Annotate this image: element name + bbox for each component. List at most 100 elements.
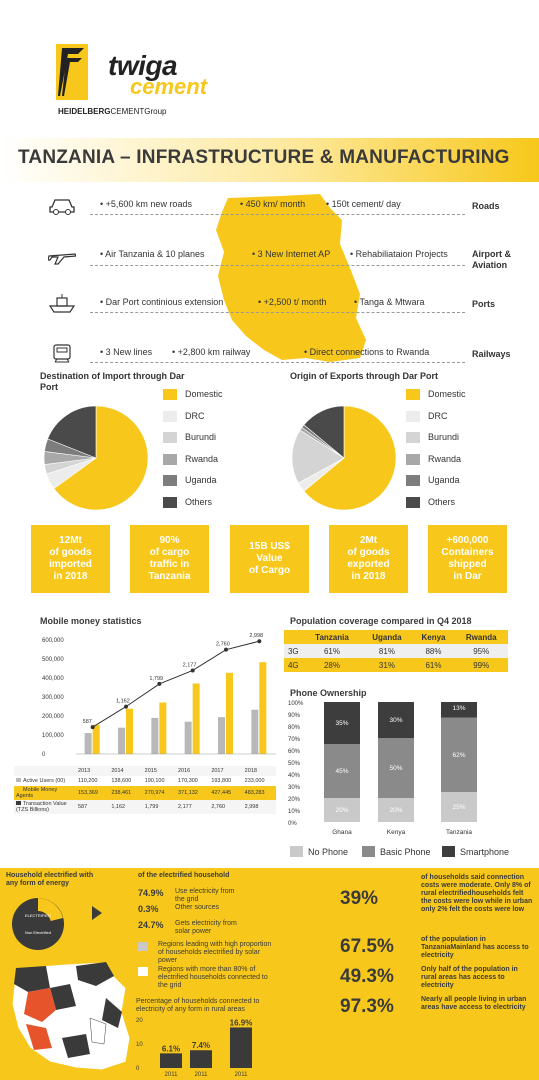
ship-icon — [48, 293, 76, 313]
po-y-tick: 50% — [288, 761, 301, 767]
infra-item: • Tanga & Mtwara — [354, 297, 425, 307]
legend-label: DRC — [185, 410, 205, 421]
mm-bar-agents — [259, 662, 267, 754]
mm-y-tick: 200,000 — [42, 714, 64, 720]
infra-divider — [90, 362, 465, 363]
infra-item: • Rehabiliataion Projects — [350, 249, 448, 259]
mm-year: 2013 — [78, 768, 91, 774]
pc-col-header: Uganda — [361, 630, 413, 644]
mm-y-tick: 0 — [42, 752, 46, 758]
legend-label: Rwanda — [185, 453, 219, 464]
legend-grid-swatch — [138, 967, 148, 976]
mm-y-tick: 500,000 — [42, 657, 64, 663]
mm-cell: 2,998 — [244, 804, 259, 810]
legend-swatch — [163, 475, 177, 486]
pc-cell: 3G — [287, 646, 299, 656]
legend-swatch — [163, 453, 177, 465]
rural-y-tick: 0 — [136, 1066, 140, 1072]
fact-text: Only half of the population in rural are… — [421, 966, 518, 989]
mm-year: 2017 — [211, 768, 224, 774]
pie-slice-others — [47, 405, 97, 459]
household-electrified-title: Household electrified with any form of e… — [6, 872, 94, 887]
fact-pct: 49.3% — [340, 966, 394, 987]
electrified-text: Gets electricity from solar power — [175, 920, 237, 935]
po-y-tick: 20% — [288, 797, 301, 803]
mm-year: 2014 — [111, 768, 124, 774]
legend-solar-text: Regions leading with high proportion of … — [158, 941, 272, 964]
mm-y-tick: 400,000 — [42, 676, 64, 682]
legend-label: Rwanda — [428, 453, 462, 464]
legend-swatch — [406, 432, 420, 443]
logo-text-twiga: twiga — [108, 50, 178, 81]
infra-item: • Dar Port continious extension — [100, 297, 224, 307]
pc-cell: 61% — [425, 660, 442, 670]
legend-swatch — [406, 389, 420, 400]
po-y-tick: 80% — [288, 725, 301, 731]
po-bar-segment — [324, 702, 360, 744]
population-coverage-title: Population coverage compared in Q4 2018 — [290, 616, 472, 626]
title-band — [0, 138, 539, 182]
tanzania-regions-map — [11, 961, 131, 1071]
electrified-pct: 0.3% — [138, 904, 159, 914]
po-bar-segment — [441, 702, 477, 718]
mm-y-tick: 300,000 — [42, 695, 64, 701]
legend-label: Uganda — [185, 475, 217, 485]
stat-box-cargo-value: 15B US$ Value of Cargo — [230, 525, 309, 593]
mm-bar-agents — [92, 724, 100, 754]
fact-pct: 67.5% — [340, 936, 394, 957]
infra-item: • 3 New Internet AP — [252, 249, 331, 259]
pc-cell: 61% — [323, 646, 340, 656]
infra-divider — [90, 265, 465, 266]
po-legend-swatch — [362, 846, 375, 857]
train-icon — [48, 343, 76, 363]
fact-pct: 39% — [340, 888, 379, 909]
electrified-text: Other sources — [175, 904, 219, 911]
mm-point-label: 587 — [83, 719, 92, 725]
mm-cell: 270,974 — [144, 790, 165, 796]
rural-category-label: 2011 — [235, 1072, 249, 1076]
mm-bar-active-users — [218, 717, 225, 754]
infra-item: • 3 New lines — [100, 347, 153, 357]
fact-text: of households said connection costs were… — [421, 874, 533, 913]
infra-item: • +2,500 t/ month — [258, 297, 327, 307]
infra-item: • +5,600 km new roads — [100, 199, 192, 209]
po-category-label: Kenya — [387, 829, 406, 836]
page-title: TANZANIA – INFRASTRUCTURE & MANUFACTURIN… — [18, 147, 510, 168]
mm-point — [124, 704, 128, 709]
pc-cell: 81% — [378, 646, 395, 656]
po-bar-label: 25% — [452, 804, 465, 811]
export-pie-chart — [291, 405, 397, 511]
infra-divider — [90, 214, 465, 215]
mm-point-label: 1,799 — [149, 676, 163, 682]
fact-pct: 97.3% — [340, 996, 394, 1017]
po-legend-swatch — [290, 846, 303, 857]
mm-point — [157, 681, 162, 686]
po-y-tick: 10% — [288, 809, 301, 815]
infra-item: • +2,800 km railway — [172, 347, 251, 357]
legend-label: Uganda — [428, 475, 460, 485]
mm-bar-active-users — [118, 727, 125, 754]
stat-box-exported: 2Mt of goods exported in 2018 — [329, 525, 408, 593]
arrow-right-icon — [92, 906, 102, 920]
mm-cell: 483,283 — [244, 790, 265, 796]
rural-y-tick: 10 — [136, 1042, 143, 1048]
mm-cell: 238,461 — [111, 790, 132, 796]
mm-year: 2018 — [244, 768, 257, 774]
legend-label: Others — [185, 496, 213, 507]
pie-slice-domestic — [53, 405, 149, 511]
rural-bar-label: 16.9% — [230, 1018, 253, 1027]
pc-col-header — [284, 630, 303, 644]
mm-cell: 110,200 — [78, 778, 98, 784]
mm-cell: 371,132 — [177, 790, 198, 796]
logo-subtitle: HEIDELBERGCEMENTGroup — [58, 107, 167, 116]
mobile-money-title: Mobile money statistics — [40, 616, 142, 626]
export-pie-title: Origin of Exports through Dar Port — [290, 371, 438, 381]
electrified-pct: 74.9% — [138, 888, 164, 898]
pc-cell: 88% — [425, 646, 442, 656]
infra-category-label: Railways — [472, 349, 511, 359]
rural-y-tick: 20 — [136, 1018, 143, 1024]
population-coverage-table: Tanzania Uganda Kenya Rwanda 3G 61% 81% 88% 95% 4… — [284, 630, 508, 672]
po-category-label: Tanzania — [446, 829, 472, 836]
po-y-tick: 40% — [288, 773, 301, 779]
